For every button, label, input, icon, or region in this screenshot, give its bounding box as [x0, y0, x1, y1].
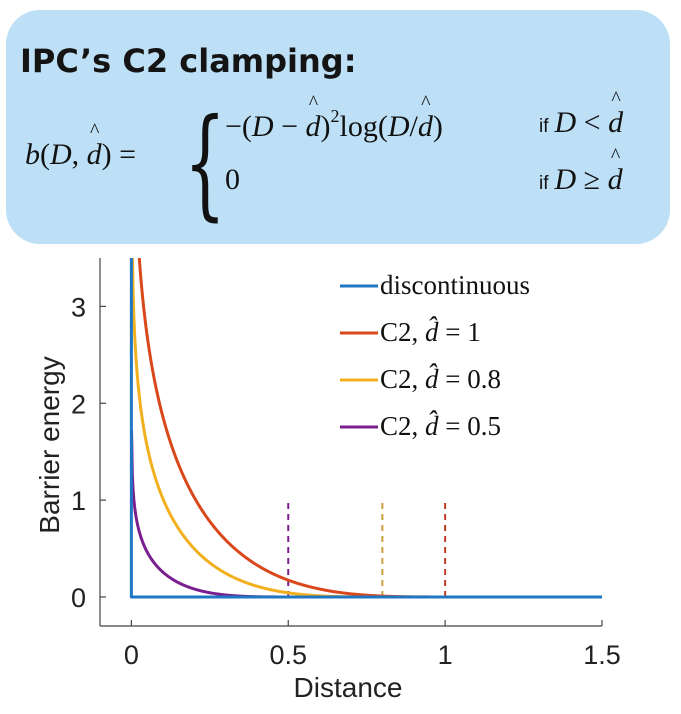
series-line-2 — [130, 258, 602, 599]
x-tick-label: 1.5 — [583, 640, 621, 670]
x-tick-label: 0.5 — [269, 640, 307, 670]
legend-entry: C2, d̂ = 0.8 — [380, 364, 501, 394]
formula-lhs: b(D, d) = — [25, 138, 136, 172]
series-line-0 — [129, 258, 602, 599]
legend-entry: discontinuous — [380, 270, 530, 300]
legend-entry: C2, d̂ = 1 — [380, 317, 481, 347]
legend-entry: C2, d̂ = 0.5 — [380, 411, 501, 441]
if-label: if — [539, 116, 549, 137]
formula-condition-2: if D ≥ d — [539, 163, 623, 197]
x-tick-label: 0 — [124, 640, 139, 670]
y-tick-label: 0 — [71, 583, 86, 613]
cases-brace: { — [184, 94, 226, 233]
card-title: IPC’s C2 clamping: — [20, 42, 357, 80]
y-tick-label: 3 — [71, 292, 86, 322]
x-tick-label: 1 — [438, 640, 453, 670]
y-tick-label: 1 — [71, 486, 86, 516]
series-line-3 — [130, 430, 602, 599]
formula-condition-1: if D < d — [539, 106, 623, 140]
y-tick-label: 2 — [71, 389, 86, 419]
formula-case-1: −(D − d)2log(D/d) — [225, 106, 443, 144]
y-axis-label: Barrier energy — [34, 356, 65, 534]
series-line-1 — [137, 258, 602, 599]
if-label: if — [539, 173, 549, 194]
x-axis-label: Distance — [293, 672, 403, 703]
formula-card — [6, 10, 670, 244]
formula-case-2: 0 — [225, 163, 240, 196]
